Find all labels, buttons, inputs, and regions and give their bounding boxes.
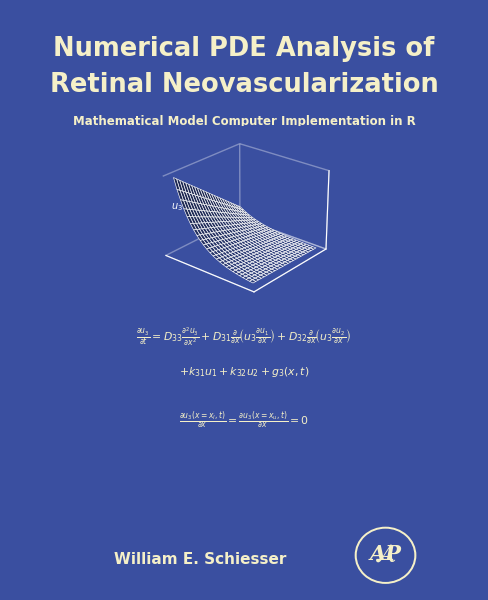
Text: Numerical PDE Analysis of: Numerical PDE Analysis of [53,36,435,62]
Text: William E. Schiesser: William E. Schiesser [114,552,286,566]
Text: Retinal Neovascularization: Retinal Neovascularization [50,72,438,98]
Text: Mathematical Model Computer Implementation in R: Mathematical Model Computer Implementati… [73,115,415,128]
Circle shape [357,529,414,581]
Text: $\mathcal{A}$: $\mathcal{A}$ [374,541,397,565]
Text: $\frac{\partial u_3}{\partial t} = D_{33}\frac{\partial^2 u_3}{\partial x^2} + D: $\frac{\partial u_3}{\partial t} = D_{33… [137,326,351,349]
Text: AP: AP [369,544,402,564]
Text: $\frac{\partial u_3(x=x_l,t)}{\partial x} = \frac{\partial u_3(x=x_u,t)}{\partia: $\frac{\partial u_3(x=x_l,t)}{\partial x… [179,410,309,432]
Text: $+k_{31}u_1 + k_{32}u_2 + g_3(x,t)$: $+k_{31}u_1 + k_{32}u_2 + g_3(x,t)$ [179,365,309,379]
